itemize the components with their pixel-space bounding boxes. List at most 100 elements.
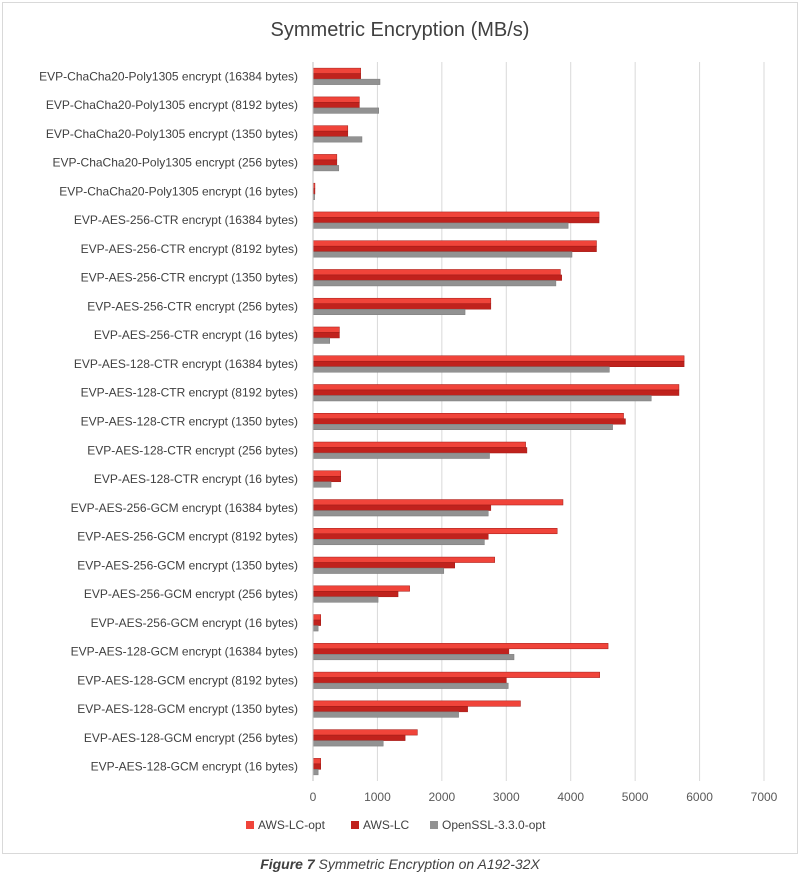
bar-openssl-3-3-0-opt [312, 539, 485, 546]
category-label: EVP-ChaCha20-Poly1305 encrypt (256 bytes… [53, 156, 298, 170]
bar-aws-lc-opt [312, 643, 609, 650]
bar-aws-lc-opt [312, 413, 624, 419]
bar-aws-lc-opt [312, 614, 321, 621]
bar-aws-lc [312, 533, 489, 540]
legend-swatch [351, 821, 359, 829]
bar-aws-lc [312, 245, 597, 252]
bar-openssl-3-3-0-opt [312, 366, 610, 373]
category-label: EVP-ChaCha20-Poly1305 encrypt (16 bytes) [59, 184, 298, 198]
bar-openssl-3-3-0-opt [312, 567, 445, 574]
bar-aws-lc-opt [312, 269, 561, 276]
category-label: EVP-AES-128-GCM encrypt (8192 bytes) [77, 673, 298, 687]
bar-aws-lc-opt [312, 441, 526, 448]
bar-aws-lc-opt [312, 125, 349, 132]
category-label: EVP-AES-256-CTR encrypt (16384 bytes) [74, 213, 298, 227]
category-label: EVP-AES-128-CTR encrypt (256 bytes) [87, 443, 298, 457]
category-label: EVP-AES-256-GCM encrypt (256 bytes) [84, 587, 298, 601]
category-label: EVP-AES-256-GCM encrypt (16 bytes) [91, 616, 298, 630]
category-label: EVP-AES-256-GCM encrypt (8192 bytes) [77, 530, 298, 544]
bar-openssl-3-3-0-opt [312, 596, 379, 603]
bar-aws-lc [312, 332, 340, 339]
bar-aws-lc [312, 360, 685, 367]
bar-aws-lc [312, 274, 562, 281]
bar-aws-lc-opt [312, 729, 418, 736]
bar-openssl-3-3-0-opt [312, 280, 557, 287]
category-label: EVP-AES-128-CTR encrypt (8192 bytes) [81, 386, 298, 400]
bar-openssl-3-3-0-opt [312, 308, 466, 315]
bar-chart: Symmetric Encryption (MB/s) 0 1000 2000 3000… [39, 19, 778, 832]
bar-aws-lc [312, 619, 321, 626]
bar-aws-lc-opt [312, 154, 338, 161]
legend-label: AWS-LC [363, 818, 410, 832]
figure-caption-label: Figure 7 [260, 856, 315, 872]
x-tick-label: 0 [310, 790, 317, 804]
bar-aws-lc-opt [312, 499, 564, 506]
chart-frame [2, 2, 798, 854]
bar-openssl-3-3-0-opt [312, 424, 613, 430]
category-label: EVP-AES-256-CTR encrypt (16 bytes) [94, 328, 298, 342]
bar-aws-lc [312, 447, 528, 454]
bar-aws-lc-opt [312, 528, 558, 535]
bar-aws-lc [312, 217, 600, 224]
category-label: EVP-AES-256-CTR encrypt (8192 bytes) [81, 242, 298, 256]
bar-aws-lc [312, 303, 492, 310]
legend-swatch [430, 821, 438, 829]
bar-aws-lc-opt [312, 297, 492, 304]
bar-openssl-3-3-0-opt [312, 452, 490, 459]
category-label: EVP-ChaCha20-Poly1305 encrypt (1350 byte… [46, 127, 298, 141]
bar-aws-lc [312, 504, 492, 511]
legend-label: AWS-LC-opt [258, 818, 326, 832]
category-label: EVP-AES-128-CTR encrypt (16384 bytes) [74, 357, 298, 371]
bar-aws-lc-opt [312, 240, 597, 247]
bar-aws-lc [312, 73, 361, 80]
bar-openssl-3-3-0-opt [312, 251, 573, 258]
bar-aws-lc-opt [312, 758, 321, 765]
bar-openssl-3-3-0-opt [312, 711, 459, 718]
category-label: EVP-AES-128-GCM encrypt (256 bytes) [84, 731, 298, 745]
bar-openssl-3-3-0-opt [312, 395, 652, 402]
bar-aws-lc [312, 734, 406, 741]
bar-aws-lc [312, 476, 341, 483]
bar-openssl-3-3-0-opt [312, 769, 319, 776]
bar-openssl-3-3-0-opt [312, 337, 331, 344]
figure-caption-text: Symmetric Encryption on A192-32X [318, 856, 540, 872]
bar-aws-lc-opt [312, 671, 600, 678]
bar-aws-lc [312, 389, 680, 396]
figure-caption: Figure 7 Symmetric Encryption on A192-32… [0, 856, 800, 872]
x-tick-label: 1000 [364, 790, 391, 804]
category-label: EVP-AES-256-GCM encrypt (16384 bytes) [71, 501, 298, 515]
bar-aws-lc-opt [312, 384, 680, 391]
bar-aws-lc [312, 562, 455, 569]
bar-openssl-3-3-0-opt [312, 107, 379, 114]
x-tick-label: 7000 [751, 790, 778, 804]
legend-swatch [246, 821, 254, 829]
category-label: EVP-AES-128-GCM encrypt (1350 bytes) [77, 702, 298, 716]
category-label: EVP-AES-256-CTR encrypt (256 bytes) [87, 299, 298, 313]
bar-aws-lc-opt [312, 700, 521, 707]
category-label: EVP-AES-128-GCM encrypt (16384 bytes) [71, 645, 298, 659]
bar-aws-lc-opt [312, 470, 341, 477]
legend-label: OpenSSL-3.3.0-opt [442, 818, 546, 832]
bar-aws-lc-opt [312, 355, 685, 362]
bar-openssl-3-3-0-opt [312, 740, 384, 747]
bar-openssl-3-3-0-opt [312, 682, 509, 689]
bar-aws-lc-opt [312, 211, 600, 218]
bar-aws-lc [312, 677, 507, 684]
bar-aws-lc-opt [312, 96, 360, 103]
bar-openssl-3-3-0-opt [312, 78, 381, 85]
bar-aws-lc [312, 591, 399, 598]
bar-openssl-3-3-0-opt [312, 165, 340, 172]
bar-openssl-3-3-0-opt [312, 510, 489, 517]
category-label: EVP-AES-128-GCM encrypt (16 bytes) [91, 760, 298, 774]
bar-aws-lc-opt [312, 585, 410, 592]
category-label: EVP-AES-256-CTR encrypt (1350 bytes) [81, 271, 298, 285]
category-label: EVP-ChaCha20-Poly1305 encrypt (8192 byte… [46, 98, 298, 112]
bar-aws-lc [312, 418, 626, 425]
bar-aws-lc-opt [312, 556, 495, 563]
bar-openssl-3-3-0-opt [312, 481, 332, 488]
bar-openssl-3-3-0-opt [312, 654, 515, 661]
bar-aws-lc-opt [312, 67, 361, 74]
x-tick-label: 3000 [493, 790, 520, 804]
category-label: EVP-AES-256-GCM encrypt (1350 bytes) [77, 558, 298, 572]
bar-aws-lc [312, 159, 338, 166]
